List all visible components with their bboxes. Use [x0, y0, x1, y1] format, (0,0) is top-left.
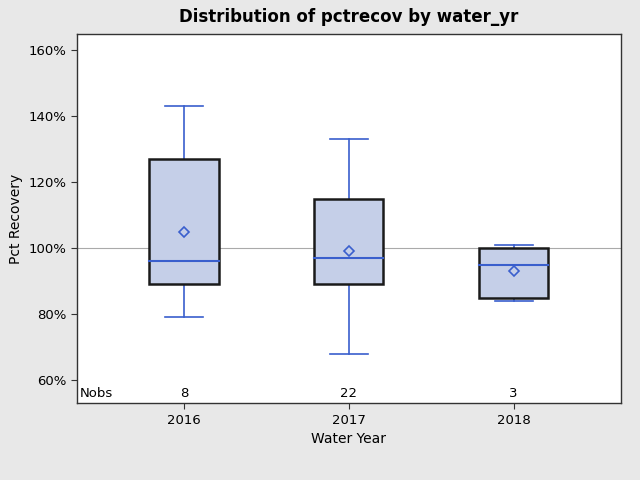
X-axis label: Water Year: Water Year	[311, 432, 387, 446]
Text: 8: 8	[180, 387, 188, 400]
Text: Nobs: Nobs	[80, 387, 113, 400]
Text: 3: 3	[509, 387, 518, 400]
Bar	[149, 159, 219, 284]
Y-axis label: Pct Recovery: Pct Recovery	[9, 173, 23, 264]
Title: Distribution of pctrecov by water_yr: Distribution of pctrecov by water_yr	[179, 9, 518, 26]
Bar	[479, 248, 548, 298]
Bar	[314, 199, 383, 284]
Text: 22: 22	[340, 387, 357, 400]
